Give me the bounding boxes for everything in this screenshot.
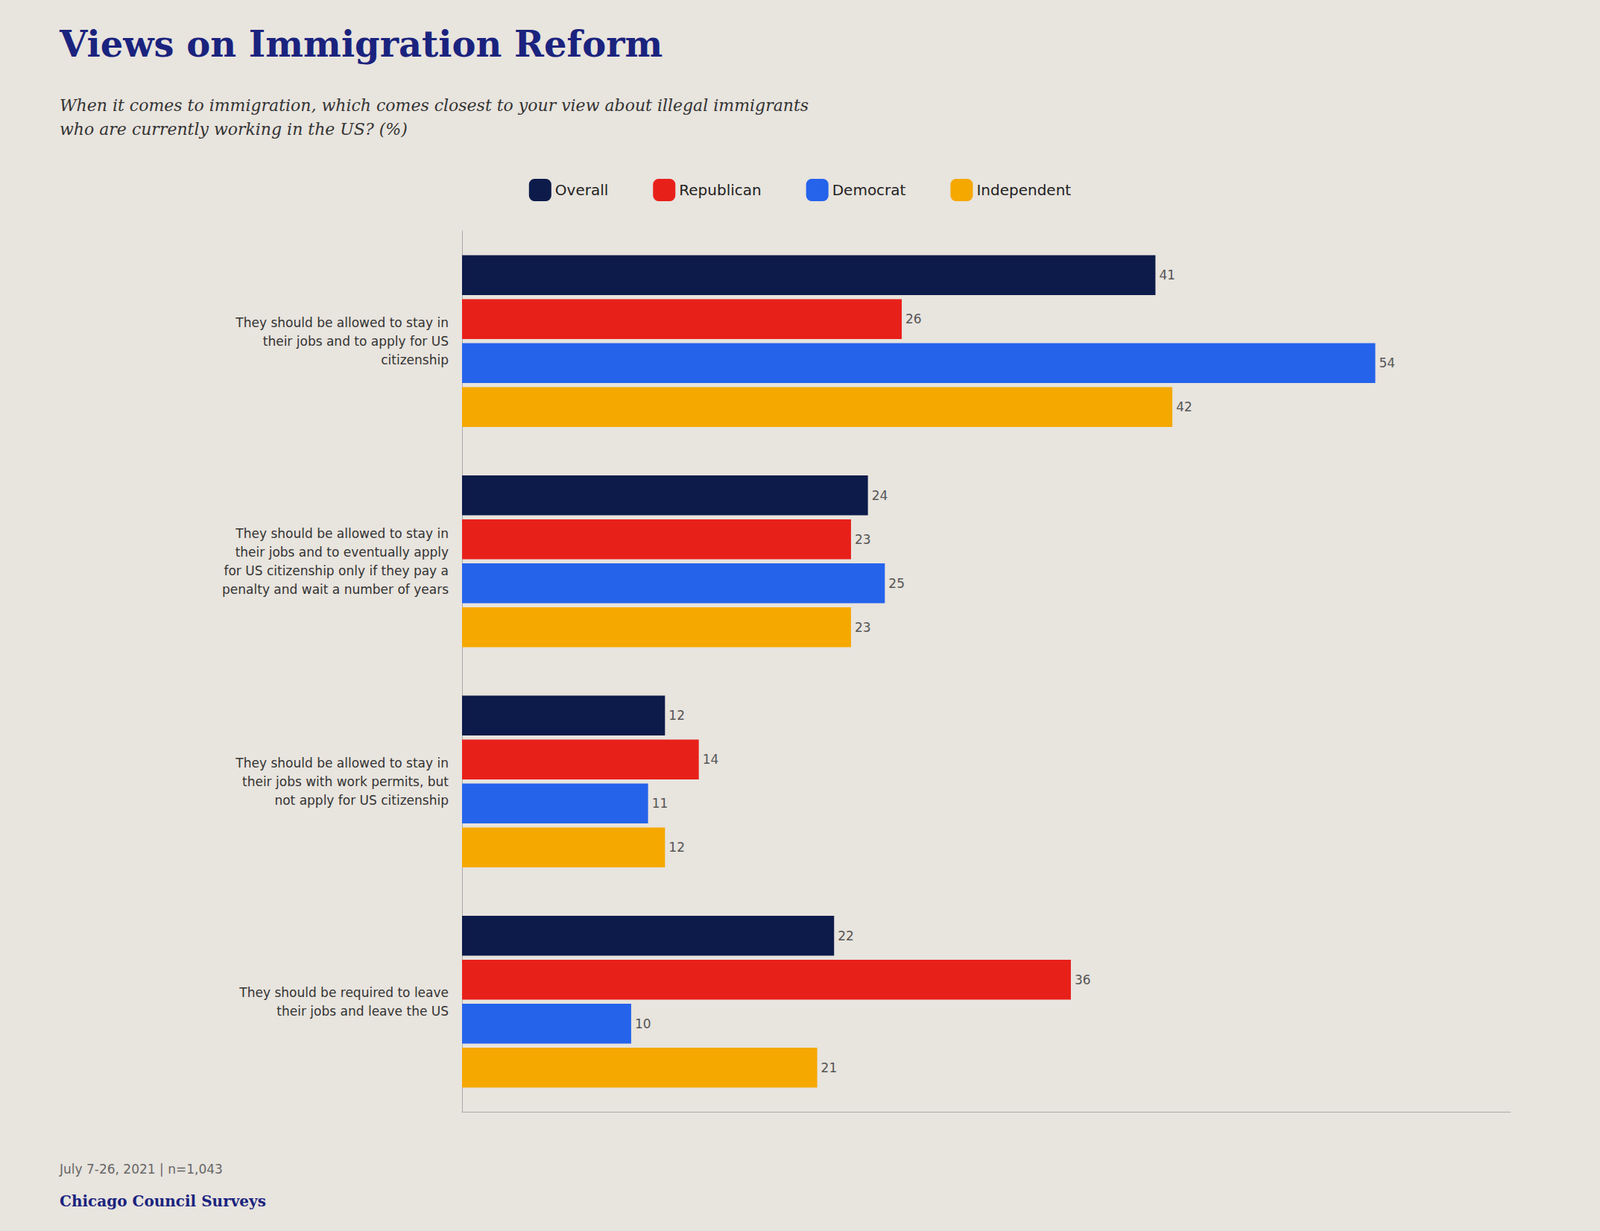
svg-text:July 7-26, 2021 | n=1,043: July 7-26, 2021 | n=1,043 bbox=[58, 1161, 223, 1177]
svg-text:their jobs and leave the US: their jobs and leave the US bbox=[276, 1003, 449, 1019]
svg-text:12: 12 bbox=[668, 839, 685, 855]
svg-text:penalty and wait a number of y: penalty and wait a number of years bbox=[222, 582, 449, 597]
svg-text:11: 11 bbox=[652, 795, 669, 811]
svg-text:25: 25 bbox=[888, 576, 905, 591]
svg-text:14: 14 bbox=[702, 751, 720, 767]
svg-text:23: 23 bbox=[854, 620, 872, 635]
svg-text:54: 54 bbox=[1378, 355, 1396, 371]
svg-text:21: 21 bbox=[821, 1060, 838, 1076]
svg-text:24: 24 bbox=[871, 488, 889, 504]
svg-text:Chicago Council Surveys: Chicago Council Surveys bbox=[59, 1192, 267, 1211]
svg-text:36: 36 bbox=[1074, 972, 1092, 988]
svg-text:Democrat: Democrat bbox=[832, 181, 907, 199]
svg-text:Views on Immigration Reform: Views on Immigration Reform bbox=[58, 23, 663, 65]
svg-text:They should be required to lea: They should be required to leave bbox=[238, 985, 449, 1001]
svg-text:citizenship: citizenship bbox=[380, 352, 449, 368]
svg-text:23: 23 bbox=[854, 532, 872, 547]
svg-text:for US citizenship only if the: for US citizenship only if they pay a bbox=[223, 563, 449, 579]
svg-text:their jobs with work permits,: their jobs with work permits, but bbox=[242, 774, 449, 790]
svg-text:41: 41 bbox=[1158, 267, 1176, 283]
svg-text:their jobs and to eventually a: their jobs and to eventually apply bbox=[235, 544, 449, 560]
svg-text:who are currently working in t: who are currently working in the US? (%) bbox=[59, 119, 408, 139]
svg-text:They should be allowed to stay: They should be allowed to stay in bbox=[234, 755, 449, 771]
svg-text:They should be allowed to stay: They should be allowed to stay in bbox=[234, 315, 449, 331]
svg-text:When it comes to immigration,: When it comes to immigration, which come… bbox=[59, 96, 809, 115]
svg-text:Independent: Independent bbox=[976, 181, 1071, 199]
svg-text:not apply for US citizenship: not apply for US citizenship bbox=[274, 792, 449, 808]
svg-text:12: 12 bbox=[668, 707, 685, 723]
svg-text:26: 26 bbox=[905, 311, 922, 327]
svg-text:Republican: Republican bbox=[678, 181, 761, 199]
svg-text:42: 42 bbox=[1175, 399, 1193, 415]
svg-text:Overall: Overall bbox=[555, 181, 609, 199]
svg-text:22: 22 bbox=[837, 928, 855, 944]
svg-text:10: 10 bbox=[634, 1016, 652, 1032]
svg-text:their jobs and to apply for US: their jobs and to apply for US bbox=[263, 333, 449, 349]
svg-text:They should be allowed to stay: They should be allowed to stay in bbox=[234, 526, 449, 542]
